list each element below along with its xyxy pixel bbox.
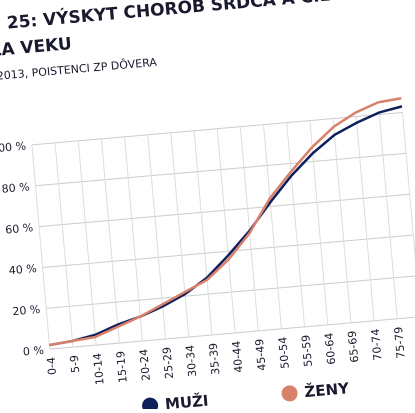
grid-line-vertical — [402, 112, 415, 317]
grid-line-vertical — [124, 136, 143, 342]
legend-label: ŽENY — [304, 378, 351, 401]
grid-line-vertical — [100, 138, 120, 344]
grid-line-vertical — [378, 114, 398, 319]
y-tick-label: 40 % — [8, 262, 37, 277]
x-tick-label: 35-39 — [207, 342, 223, 375]
x-tick-label: 50-54 — [276, 336, 292, 369]
grid-line-vertical — [54, 142, 74, 348]
chart-subtitle: ROK 2013, POISTENCI ZP DÔVERA — [0, 56, 158, 85]
y-tick-label: 100 % — [0, 139, 27, 155]
x-tick-label: 0-4 — [45, 357, 60, 376]
x-tick-label: 70-74 — [369, 328, 385, 361]
y-tick-label: 20 % — [12, 303, 41, 318]
grid-line-vertical — [239, 126, 259, 331]
legend-label: MUŽI — [164, 391, 209, 409]
series-line — [49, 96, 402, 347]
legend-marker — [142, 397, 159, 413]
y-tick-label: 60 % — [5, 221, 34, 236]
grid-line-vertical — [193, 130, 213, 336]
grid-line-vertical — [170, 132, 190, 338]
x-tick-label: 15-19 — [114, 350, 130, 383]
x-tick-label: 75-79 — [392, 326, 408, 359]
x-tick-label: 65-69 — [346, 330, 362, 363]
x-tick-label: 5-9 — [68, 354, 83, 373]
grid-line-vertical — [309, 120, 329, 325]
grid-line-vertical — [332, 118, 352, 323]
grid-line-vertical — [355, 116, 375, 321]
x-tick-label: 55-59 — [299, 334, 315, 367]
series-line — [49, 105, 403, 347]
chart-title-line2: PODĽA VEKU — [0, 34, 73, 65]
x-tick-label: 25-29 — [160, 346, 176, 379]
grid-line-vertical — [31, 144, 51, 350]
y-tick-label: 80 % — [1, 180, 30, 195]
x-tick-label: 40-44 — [230, 340, 246, 373]
grid-line-vertical — [216, 128, 236, 333]
x-tick-label: 60-64 — [322, 332, 338, 365]
legend-marker — [281, 385, 298, 402]
grid-line-vertical — [77, 140, 97, 346]
chart-title: GRAF 25: VÝSKYT CHORÔB SRDCA A CIEV — [0, 0, 346, 39]
x-tick-label: 10-14 — [91, 352, 107, 385]
y-tick-label: 0 % — [22, 344, 44, 359]
x-tick-label: 45-49 — [253, 338, 269, 371]
grid-line-vertical — [286, 122, 306, 327]
x-tick-label: 30-34 — [183, 344, 199, 377]
x-tick-label: 20-24 — [137, 348, 153, 381]
grid-line-vertical — [263, 124, 282, 329]
